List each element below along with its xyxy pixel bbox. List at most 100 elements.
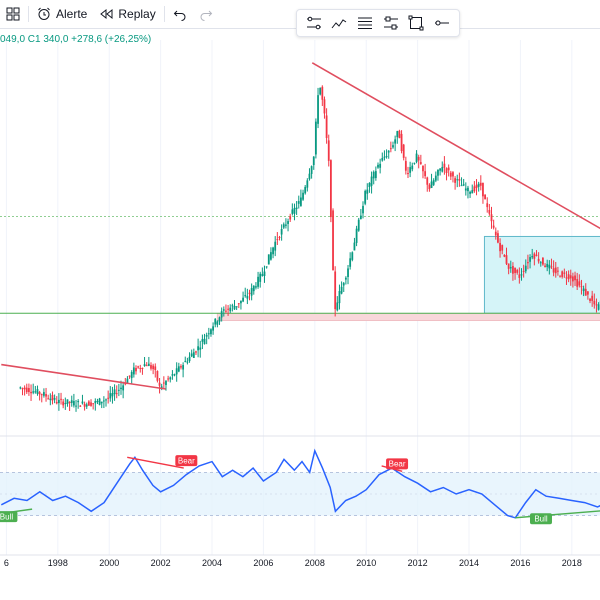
candle-body [563, 272, 566, 274]
candle-body [473, 186, 476, 192]
candle-body [396, 131, 399, 138]
candle-body [147, 363, 150, 366]
candle-body [203, 338, 206, 345]
fib-tool[interactable] [356, 14, 374, 32]
bear-label-text: Bear [389, 460, 406, 469]
fib-tool-icon [358, 17, 373, 29]
candle-body [336, 302, 339, 311]
trendlines[interactable] [1, 62, 600, 390]
candle-body [518, 274, 521, 278]
candle-body [571, 276, 574, 282]
candle-body [312, 156, 315, 166]
candle-body [167, 378, 170, 380]
candle-body [40, 394, 43, 396]
candle-body [383, 156, 386, 158]
candle-body [216, 321, 219, 325]
parallel-channel-tool[interactable] [382, 14, 400, 32]
candle-body [270, 252, 272, 260]
candle-body [257, 276, 259, 287]
bull-label-badge [0, 511, 18, 523]
x-axis-tick-label: 6 [4, 558, 9, 568]
support-zone[interactable] [216, 313, 600, 321]
redo-button[interactable] [193, 0, 219, 28]
candle-body [227, 308, 229, 310]
path-tool[interactable] [330, 14, 348, 32]
rectangle-tool[interactable] [407, 14, 425, 32]
candle-body [207, 333, 210, 335]
candle-body [409, 167, 412, 173]
candle-body [28, 388, 30, 393]
x-axis-tick-label: 2004 [202, 558, 222, 568]
candle-body [537, 258, 540, 262]
candle-body [482, 182, 484, 197]
candle-body [512, 266, 514, 274]
candle-body [158, 382, 161, 386]
candle-body [60, 398, 62, 400]
candle-body [25, 387, 28, 393]
candle-body [102, 400, 105, 402]
candle-body [220, 311, 223, 318]
alert-button[interactable]: Alerte [31, 0, 93, 28]
candle-body [516, 269, 519, 273]
candle-body [364, 190, 367, 204]
candle-body [514, 267, 516, 274]
candle-body [488, 209, 491, 214]
candle-body [593, 300, 596, 305]
candle-body [126, 378, 129, 384]
x-axis-tick-label: 2008 [305, 558, 325, 568]
bull-label-badge [529, 513, 552, 525]
candle-body [366, 189, 369, 194]
candle-body [417, 156, 420, 161]
candle-body [272, 247, 274, 255]
candle-body [274, 241, 277, 251]
candle-body [314, 121, 317, 155]
candle-series [19, 85, 600, 412]
candle-body [370, 176, 373, 186]
candle-body [165, 381, 167, 386]
candle-body [132, 367, 135, 375]
x-axis-tick-label: 2014 [459, 558, 479, 568]
undo-button[interactable] [167, 0, 193, 28]
candle-body [32, 391, 35, 393]
candle-body [527, 262, 529, 264]
candle-body [141, 367, 144, 369]
candle-body [576, 279, 579, 287]
candle-body [293, 208, 296, 214]
candle-body [154, 366, 157, 371]
candle-body [475, 184, 478, 189]
x-axis-tick-label: 2018 [562, 558, 582, 568]
candle-body [173, 374, 176, 376]
candle-body [546, 263, 549, 268]
rsi-line[interactable] [0, 448, 600, 519]
candle-body [109, 393, 112, 399]
candle-body [567, 274, 570, 280]
trendline-tool[interactable] [305, 14, 323, 32]
candle-body [128, 375, 131, 377]
candle-body [145, 365, 148, 367]
candle-body [355, 228, 358, 243]
candle-body [387, 150, 390, 153]
candle-body [190, 353, 193, 357]
layout-grid-button[interactable] [0, 0, 26, 28]
candle-body [559, 276, 561, 278]
candle-body [57, 399, 60, 404]
candle-body [261, 274, 264, 276]
x-axis-tick-label: 2006 [253, 558, 273, 568]
candle-body [533, 253, 536, 259]
bear-divergence-line [127, 456, 184, 469]
candle-body [325, 115, 328, 138]
candle-body [278, 236, 281, 238]
candle-body [83, 403, 86, 407]
candle-body [117, 389, 120, 391]
candle-body [595, 304, 598, 306]
candle-body [437, 169, 439, 176]
candle-body [554, 267, 557, 274]
candle-body [81, 401, 84, 404]
replay-button[interactable]: Replay [93, 0, 161, 28]
candle-body [385, 156, 388, 158]
range-box[interactable] [483, 235, 600, 314]
horizontal-line-tool[interactable] [433, 14, 451, 32]
candle-body [424, 171, 427, 177]
candle-body [38, 392, 41, 395]
